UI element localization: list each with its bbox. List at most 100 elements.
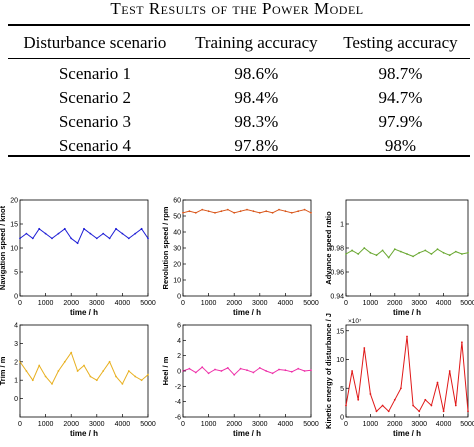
data-point xyxy=(357,253,360,255)
table-caption: Test Results of the Power Model xyxy=(110,0,364,18)
data-point xyxy=(25,370,28,372)
data-point xyxy=(461,253,463,255)
row-scenario: Scenario 3 xyxy=(58,112,132,131)
x-tick-label: 4000 xyxy=(278,300,294,307)
y-tick-label: -2 xyxy=(175,384,181,391)
data-point xyxy=(25,232,28,235)
data-point xyxy=(430,253,433,255)
x-axis-label: time / h xyxy=(70,308,98,317)
data-point xyxy=(95,237,98,240)
x-axis-label: time / h xyxy=(70,429,98,438)
y-tick-label: 20 xyxy=(10,198,18,205)
row-training: 97.8% xyxy=(234,136,279,155)
row-scenario: Scenario 1 xyxy=(58,64,132,83)
data-point xyxy=(83,227,85,230)
y-tick-label: 5 xyxy=(14,270,18,277)
row-testing: 98% xyxy=(384,136,417,155)
data-point xyxy=(76,242,79,245)
data-point xyxy=(233,373,236,376)
data-point xyxy=(369,251,372,254)
y-tick-label: 2 xyxy=(177,353,181,360)
data-point xyxy=(387,256,390,259)
data-point xyxy=(214,368,216,371)
data-point xyxy=(246,208,248,211)
x-tick-label: 0 xyxy=(18,421,22,428)
x-tick-label: 2000 xyxy=(63,421,79,428)
data-point xyxy=(412,255,414,258)
y-tick-label: 0 xyxy=(177,369,181,376)
y-tick-label: 15 xyxy=(336,328,344,335)
data-point xyxy=(83,364,85,367)
data-point xyxy=(51,383,53,385)
data-point xyxy=(442,251,445,254)
data-point xyxy=(265,210,268,213)
data-point xyxy=(70,351,73,354)
x-tick-label: 1000 xyxy=(363,300,379,307)
data-point xyxy=(51,237,53,240)
data-point xyxy=(121,383,124,385)
data-point xyxy=(400,387,402,390)
x-tick-label: 2000 xyxy=(226,421,242,428)
x-tick-label: 5000 xyxy=(140,300,156,307)
data-point xyxy=(271,372,274,375)
x-tick-label: 1000 xyxy=(38,300,54,307)
data-point xyxy=(393,398,396,401)
y-tick-label: 20 xyxy=(173,262,181,269)
data-point xyxy=(127,370,130,372)
data-point xyxy=(194,371,197,374)
table-bottom-rule xyxy=(8,155,470,157)
data-point xyxy=(63,360,66,363)
data-point xyxy=(436,381,439,384)
data-point xyxy=(102,232,105,235)
data-point xyxy=(258,211,261,214)
data-point xyxy=(297,210,300,213)
header-training-accuracy: Training accuracy xyxy=(195,33,318,52)
data-point xyxy=(448,370,451,372)
data-point xyxy=(147,237,149,240)
x-tick-label: 1000 xyxy=(38,421,54,428)
data-point xyxy=(297,367,300,370)
data-point xyxy=(442,410,445,413)
data-point xyxy=(70,237,73,240)
data-point xyxy=(310,211,312,214)
data-point xyxy=(226,208,229,211)
data-point xyxy=(310,369,312,372)
data-point xyxy=(381,404,384,407)
x-tick-label: 0 xyxy=(18,300,22,307)
x-tick-label: 0 xyxy=(344,421,348,428)
y-tick-label: 10 xyxy=(336,357,344,364)
data-point xyxy=(303,208,306,211)
data-point xyxy=(102,370,105,372)
table-row: Scenario 3 98.3% 97.9% xyxy=(8,110,470,134)
results-table: Disturbance scenario Training accuracy T… xyxy=(8,28,470,158)
data-point xyxy=(454,250,457,253)
time-series-figure: 0 1000 2000 3000 4000 5000 0 5 10 15 20 time / h Nav… xyxy=(0,190,474,442)
row-testing: 94.7% xyxy=(378,88,423,107)
data-point xyxy=(201,208,204,211)
x-tick-label: 3000 xyxy=(411,300,427,307)
data-point xyxy=(363,347,366,349)
y-tick-label: 50 xyxy=(173,214,181,221)
y-tick-label: 0 xyxy=(14,294,18,301)
data-point xyxy=(44,232,47,235)
data-point xyxy=(38,364,41,367)
data-point xyxy=(345,253,347,255)
header-disturbance-scenario: Disturbance scenario xyxy=(23,33,167,52)
x-axis-label: time / h xyxy=(233,308,261,317)
x-tick-label: 5000 xyxy=(460,421,474,428)
chart-panel-3: 0 1000 2000 3000 4000 5000 0 1 2 3 4 time / h Trim /… xyxy=(0,323,156,439)
x-tick-label: 3000 xyxy=(411,421,427,428)
chart-panel-0: 0 1000 2000 3000 4000 5000 0 5 10 15 20 time / h Nav… xyxy=(0,198,156,318)
data-point xyxy=(95,379,98,382)
data-point xyxy=(271,211,274,214)
data-point xyxy=(375,410,378,413)
row-scenario: Scenario 2 xyxy=(58,88,132,107)
x-tick-label: 3000 xyxy=(252,421,268,428)
data-point xyxy=(239,210,242,213)
data-point xyxy=(351,370,353,372)
y-tick-label: 15 xyxy=(10,222,18,229)
x-tick-label: 3000 xyxy=(89,421,105,428)
data-point xyxy=(369,393,372,395)
x-tick-label: 0 xyxy=(181,421,185,428)
